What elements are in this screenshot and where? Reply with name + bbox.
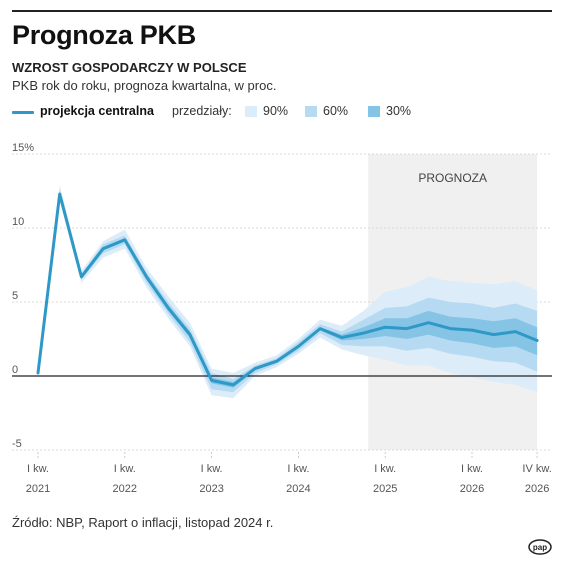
legend-intervals-label: przedziały: bbox=[172, 104, 232, 118]
x-tick-label-quarter: I kw. bbox=[201, 463, 223, 475]
legend-central-label: projekcja centralna bbox=[40, 104, 154, 118]
y-tick-label: 0 bbox=[12, 364, 18, 376]
legend-line-swatch bbox=[12, 111, 34, 114]
band-60 bbox=[38, 189, 538, 393]
y-tick-label: 15% bbox=[12, 142, 34, 154]
x-tick-label-quarter: IV kw. bbox=[522, 463, 551, 475]
legend-label-30: 30% bbox=[386, 104, 412, 118]
x-tick-label-year: 2021 bbox=[26, 483, 50, 495]
y-tick-label: -5 bbox=[12, 438, 22, 450]
x-tick-label-year: 2026 bbox=[460, 483, 484, 495]
x-tick-label-year: 2023 bbox=[199, 483, 223, 495]
x-tick-label-year: 2025 bbox=[373, 483, 397, 495]
legend-swatch-30 bbox=[368, 106, 380, 117]
pap-logo: pap bbox=[528, 539, 552, 555]
x-tick-label-year: 2026 bbox=[525, 483, 549, 495]
x-tick-label-quarter: I kw. bbox=[461, 463, 483, 475]
svg-text:pap: pap bbox=[533, 543, 547, 552]
page-title: Prognoza PKB bbox=[12, 20, 196, 50]
gdp-chart: PROGNOZA -5 0 5 10 15% I kw. 2021 I kw. 2022 I kw.… bbox=[12, 142, 552, 495]
legend-label-60: 60% bbox=[323, 104, 349, 118]
x-tick-label-quarter: I kw. bbox=[287, 463, 309, 475]
legend-swatch-90 bbox=[245, 106, 257, 117]
x-tick-label-quarter: I kw. bbox=[27, 463, 49, 475]
x-tick-label-quarter: I kw. bbox=[114, 463, 136, 475]
chart-subtitle: WZROST GOSPODARCZY W POLSCE bbox=[12, 60, 247, 75]
forecast-label: PROGNOZA bbox=[418, 171, 487, 185]
source-note: Źródło: NBP, Raport o inflacji, listopad… bbox=[12, 515, 274, 530]
x-tick-label-year: 2022 bbox=[113, 483, 137, 495]
legend-label-90: 90% bbox=[263, 104, 289, 118]
x-tick-label-year: 2024 bbox=[286, 483, 310, 495]
y-tick-label: 10 bbox=[12, 216, 24, 228]
chart-description: PKB rok do roku, prognoza kwartalna, w p… bbox=[12, 78, 277, 93]
central-projection-line bbox=[36, 192, 539, 387]
y-tick-label: 5 bbox=[12, 290, 18, 302]
legend-swatch-60 bbox=[305, 106, 317, 117]
x-tick-label-quarter: I kw. bbox=[374, 463, 396, 475]
top-rule bbox=[12, 10, 552, 12]
